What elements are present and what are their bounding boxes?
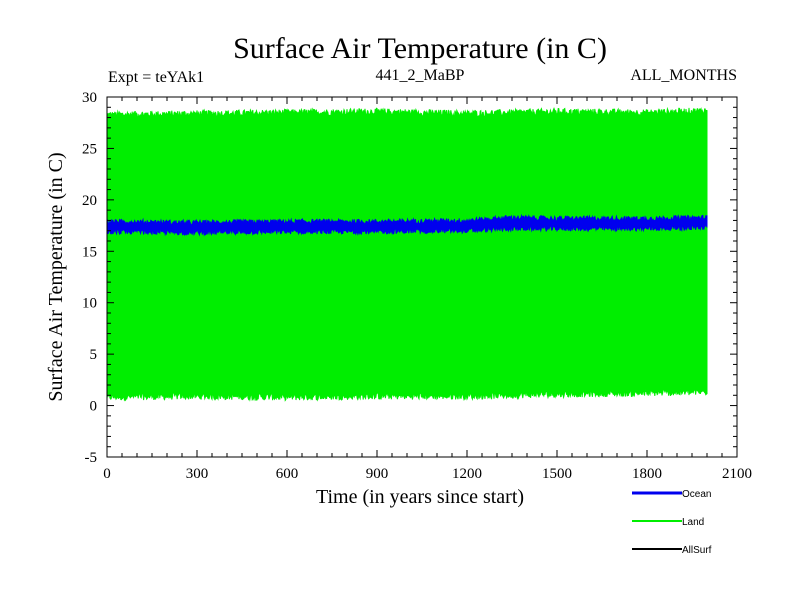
y-tick-label--5: -5 [85, 450, 98, 466]
legend-label-land: Land [682, 517, 704, 528]
x-tick-label-300: 300 [186, 466, 209, 482]
x-tick-label-1800: 1800 [632, 466, 662, 482]
period-label: 441_2_MaBP [376, 67, 465, 84]
x-tick-label-0: 0 [103, 466, 111, 482]
y-tick-label-5: 5 [90, 347, 98, 363]
legend-label-ocean: Ocean [682, 489, 711, 500]
series-ocean-line [106, 213, 708, 237]
months-label: ALL_MONTHS [630, 67, 737, 84]
series-layer [106, 106, 708, 402]
x-tick-label-1200: 1200 [452, 466, 482, 482]
y-tick-label-20: 20 [82, 193, 97, 209]
x-axis: 0 300 600 900 1200 1500 1800 2100 [103, 97, 752, 482]
y-axis-label: Surface Air Temperature (in C) [45, 152, 67, 401]
x-tick-label-2100: 2100 [722, 466, 752, 482]
y-axis: -5 0 5 10 15 20 25 30 [82, 90, 737, 466]
legend: Ocean Land AllSurf [632, 489, 712, 556]
series-land-line [106, 106, 708, 402]
experiment-label: Expt = teYAk1 [108, 69, 204, 86]
y-tick-label-10: 10 [82, 296, 97, 312]
x-tick-label-900: 900 [366, 466, 389, 482]
x-tick-label-1500: 1500 [542, 466, 572, 482]
y-tick-label-0: 0 [90, 399, 98, 415]
x-tick-label-600: 600 [276, 466, 299, 482]
y-tick-label-30: 30 [82, 90, 97, 106]
legend-label-allsurf: AllSurf [682, 545, 712, 556]
y-tick-label-25: 25 [82, 141, 97, 157]
y-tick-label-15: 15 [82, 244, 97, 260]
x-axis-label: Time (in years since start) [316, 486, 524, 508]
chart-title: Surface Air Temperature (in C) [233, 32, 607, 65]
plot-area: 0 300 600 900 1200 1500 1800 2100 -5 0 5 10 15 20 25 3… [82, 90, 752, 482]
